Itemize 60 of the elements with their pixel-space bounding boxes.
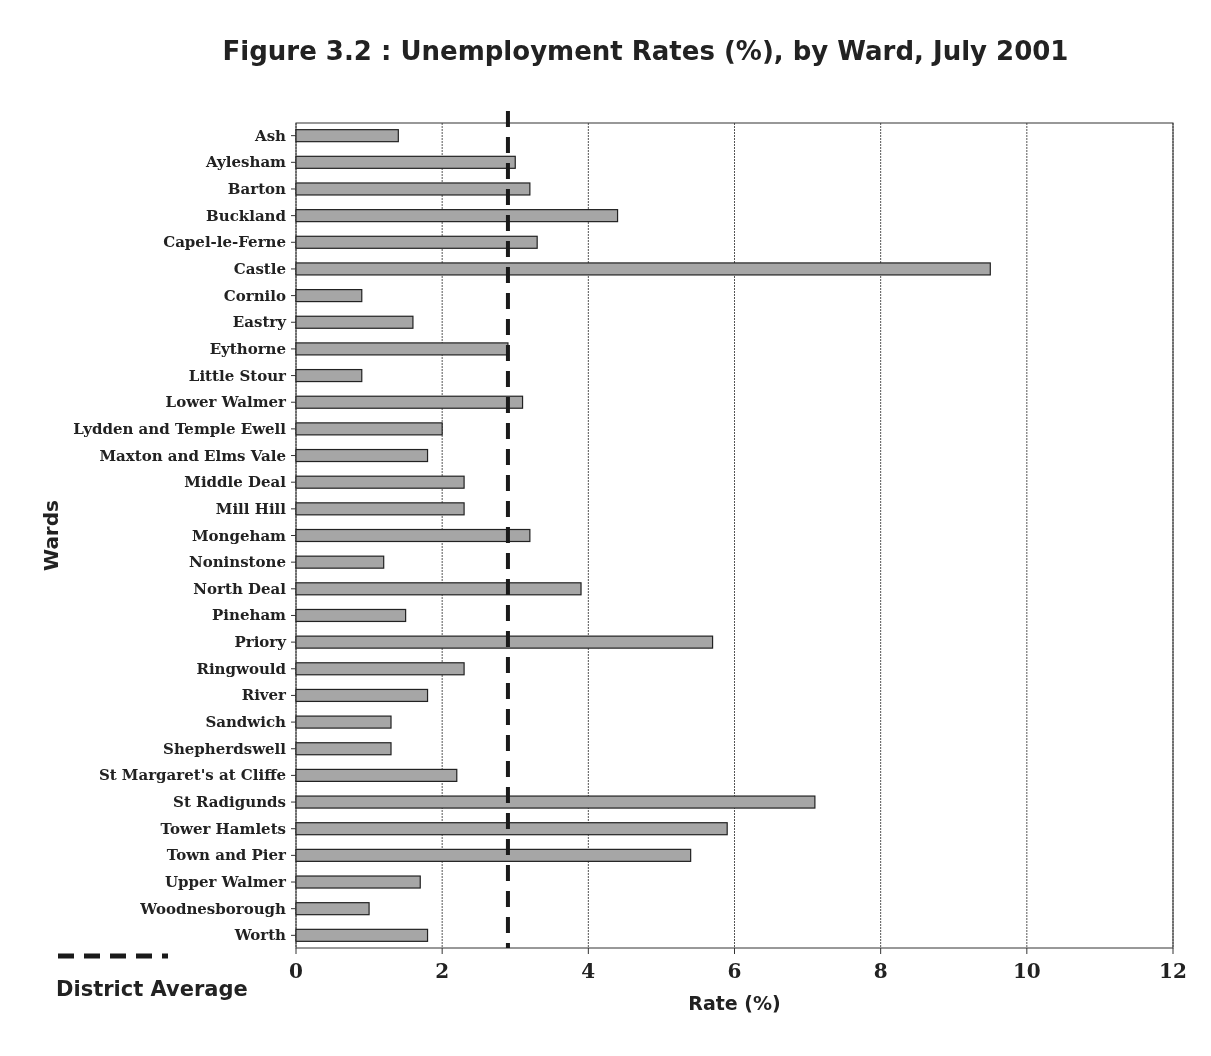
y-tick-label: Eythorne <box>209 339 286 358</box>
y-tick-label: Worth <box>233 926 287 945</box>
bar <box>295 742 392 756</box>
bar <box>295 688 429 703</box>
y-tick-label: Barton <box>227 179 287 198</box>
y-tick-label: St Margaret's at Cliffe <box>98 766 286 785</box>
y-tick-label: Mongeham <box>191 526 287 545</box>
bar <box>295 475 465 489</box>
x-tick-label: 0 <box>289 959 303 983</box>
y-tick-label: Eastry <box>232 313 288 332</box>
y-tick-label: Mill Hill <box>215 499 287 518</box>
y-tick-label: Upper Walmer <box>164 873 288 892</box>
bar <box>295 368 363 383</box>
y-tick-label: River <box>241 686 288 705</box>
bar <box>295 662 465 676</box>
bar <box>295 502 465 516</box>
bar <box>295 875 421 889</box>
bar <box>295 928 429 942</box>
bar <box>295 129 399 143</box>
x-tick-label: 4 <box>581 959 596 983</box>
y-tick-label: Lydden and Temple Ewell <box>73 419 287 438</box>
y-tick-label: Aylesham <box>205 153 287 172</box>
bar <box>295 608 407 623</box>
y-tick-label: Middle Deal <box>184 473 287 492</box>
y-tick-label: Pineham <box>212 606 287 625</box>
y-tick-label: Buckland <box>206 206 287 225</box>
ref-line-label: District Average <box>56 977 248 1001</box>
x-tick-label: 10 <box>1012 959 1041 983</box>
y-tick-label: Castle <box>233 259 286 278</box>
y-tick-label: St Radigunds <box>173 793 286 812</box>
y-tick-label: Maxton and Elms Vale <box>99 446 286 465</box>
y-tick-label: Cornilo <box>223 286 286 305</box>
chart-title: Figure 3.2 : Unemployment Rates (%), by Ward, July 2001 <box>222 36 1069 66</box>
y-tick-label: Little Stour <box>188 366 288 385</box>
y-tick-label: Ringwould <box>196 659 287 678</box>
y-tick-label: Ash <box>254 126 287 145</box>
bar <box>295 768 458 782</box>
bar <box>295 448 429 463</box>
x-axis-title: Rate (%) <box>688 992 781 1014</box>
x-tick-label: 8 <box>873 959 888 983</box>
x-tick-label: 12 <box>1159 959 1187 983</box>
y-tick-label: Capel-le-Ferne <box>163 233 286 252</box>
x-tick-label: 6 <box>727 959 742 983</box>
x-tick-label: 2 <box>435 959 450 983</box>
bar <box>295 902 370 916</box>
bar <box>295 289 363 303</box>
y-tick-label: Woodnesborough <box>139 899 287 918</box>
bar <box>295 555 385 569</box>
y-tick-label: Lower Walmer <box>165 393 288 412</box>
y-tick-label: Priory <box>234 633 288 652</box>
y-tick-label: North Deal <box>193 579 287 598</box>
y-tick-label: Town and Pier <box>166 846 288 865</box>
y-axis-title: Wards <box>39 500 63 571</box>
bar <box>295 315 414 329</box>
y-tick-label: Noninstone <box>188 553 286 572</box>
bar <box>295 715 392 729</box>
y-tick-label: Shepherdswell <box>163 739 287 758</box>
y-tick-label: Tower Hamlets <box>160 819 286 838</box>
bar <box>295 422 443 436</box>
y-tick-label: Sandwich <box>205 713 287 732</box>
